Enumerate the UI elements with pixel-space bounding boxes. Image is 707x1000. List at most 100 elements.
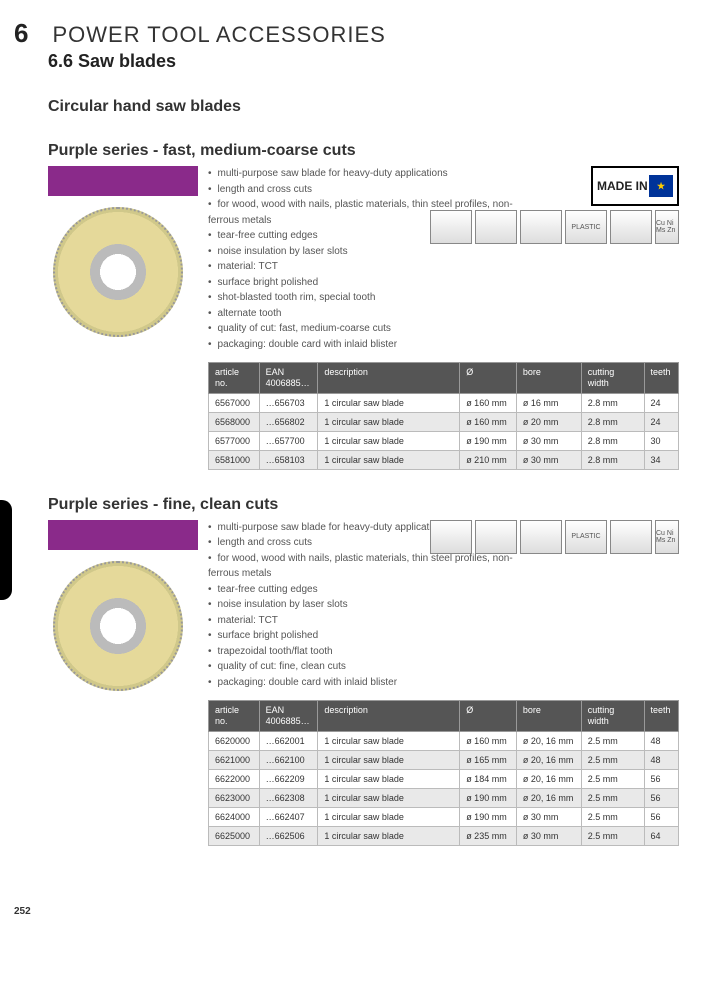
table-cell: 2.5 mm xyxy=(581,731,644,750)
table-cell: ø 20, 16 mm xyxy=(516,750,581,769)
material-icon xyxy=(610,210,652,244)
table-cell: 2.5 mm xyxy=(581,750,644,769)
table-cell: ø 30 mm xyxy=(516,826,581,845)
table-header-cell: Ø xyxy=(460,363,517,394)
table-row: 6625000…6625061 circular saw bladeø 235 … xyxy=(209,826,679,845)
material-icon: Cu Ni Ms Zn xyxy=(655,520,679,554)
material-icon: PLASTIC xyxy=(565,210,607,244)
feature-item: surface bright polished xyxy=(208,275,538,291)
chapter-title: POWER TOOL ACCESSORIES xyxy=(52,22,385,48)
table-cell: 1 circular saw blade xyxy=(318,807,460,826)
table-row: 6581000…6581031 circular saw bladeø 210 … xyxy=(209,450,679,469)
feature-item: quality of cut: fine, clean cuts xyxy=(208,659,538,675)
table-cell: 56 xyxy=(644,769,678,788)
table-cell: 1 circular saw blade xyxy=(318,393,460,412)
table-cell: 2.8 mm xyxy=(581,412,644,431)
table-cell: 2.5 mm xyxy=(581,807,644,826)
table-cell: 6624000 xyxy=(209,807,260,826)
table-header-cell: Ø xyxy=(460,701,517,732)
material-icon xyxy=(475,520,517,554)
table-cell: 2.5 mm xyxy=(581,788,644,807)
material-icon: PLASTIC xyxy=(565,520,607,554)
feature-item: trapezoidal tooth/flat tooth xyxy=(208,644,538,660)
side-tab xyxy=(0,500,12,600)
table-cell: ø 30 mm xyxy=(516,807,581,826)
table-cell: ø 16 mm xyxy=(516,393,581,412)
table-cell: 2.8 mm xyxy=(581,450,644,469)
saw-blade-image xyxy=(48,556,188,696)
table-header-cell: bore xyxy=(516,701,581,732)
table-cell: 1 circular saw blade xyxy=(318,450,460,469)
material-icon xyxy=(520,520,562,554)
table-cell: 6622000 xyxy=(209,769,260,788)
table-cell: 6567000 xyxy=(209,393,260,412)
table-row: 6624000…6624071 circular saw bladeø 190 … xyxy=(209,807,679,826)
table-cell: ø 20, 16 mm xyxy=(516,769,581,788)
table-cell: 2.5 mm xyxy=(581,826,644,845)
chapter-header: 6 POWER TOOL ACCESSORIES xyxy=(0,18,679,49)
table-cell: 2.8 mm xyxy=(581,393,644,412)
feature-item: quality of cut: fast, medium-coarse cuts xyxy=(208,321,538,337)
table-cell: 1 circular saw blade xyxy=(318,731,460,750)
table-cell: ø 20, 16 mm xyxy=(516,731,581,750)
table-cell: 34 xyxy=(644,450,678,469)
table-cell: 2.8 mm xyxy=(581,431,644,450)
table-cell: ø 160 mm xyxy=(460,393,517,412)
table-cell: …658103 xyxy=(259,450,318,469)
table-cell: 56 xyxy=(644,807,678,826)
material-icon xyxy=(430,520,472,554)
material-icons-row: PLASTIC Cu Ni Ms Zn xyxy=(430,520,679,554)
table-cell: …662100 xyxy=(259,750,318,769)
table-header-cell: teeth xyxy=(644,363,678,394)
table-cell: 6581000 xyxy=(209,450,260,469)
table-cell: 64 xyxy=(644,826,678,845)
table-cell: 24 xyxy=(644,393,678,412)
table-header-cell: cutting width xyxy=(581,701,644,732)
table-row: 6567000…6567031 circular saw bladeø 160 … xyxy=(209,393,679,412)
table-cell: 6568000 xyxy=(209,412,260,431)
table-cell: 48 xyxy=(644,750,678,769)
material-icon xyxy=(520,210,562,244)
material-icon xyxy=(430,210,472,244)
table-row: 6621000…6621001 circular saw bladeø 165 … xyxy=(209,750,679,769)
table-cell: ø 184 mm xyxy=(460,769,517,788)
table-cell: 1 circular saw blade xyxy=(318,788,460,807)
feature-item: for wood, wood with nails, plastic mater… xyxy=(208,551,538,582)
spec-table: article no.EAN 4006885…descriptionØborec… xyxy=(208,700,679,846)
table-header-cell: article no. xyxy=(209,701,260,732)
table-cell: …662209 xyxy=(259,769,318,788)
feature-item: alternate tooth xyxy=(208,306,538,322)
table-cell: …656703 xyxy=(259,393,318,412)
table-header-cell: cutting width xyxy=(581,363,644,394)
table-cell: 6623000 xyxy=(209,788,260,807)
feature-item: packaging: double card with inlaid blist… xyxy=(208,337,538,353)
section-heading: Circular hand saw blades xyxy=(0,98,679,116)
series-color-bar xyxy=(48,520,198,550)
table-cell: ø 20, 16 mm xyxy=(516,788,581,807)
table-cell: ø 165 mm xyxy=(460,750,517,769)
material-icon: Cu Ni Ms Zn xyxy=(655,210,679,244)
table-cell: ø 160 mm xyxy=(460,731,517,750)
table-cell: 30 xyxy=(644,431,678,450)
table-cell: ø 190 mm xyxy=(460,788,517,807)
table-cell: …656802 xyxy=(259,412,318,431)
series-color-bar xyxy=(48,166,198,196)
table-cell: 6621000 xyxy=(209,750,260,769)
table-cell: ø 190 mm xyxy=(460,807,517,826)
subchapter-title: 6.6 Saw blades xyxy=(0,51,679,72)
feature-item: packaging: double card with inlaid blist… xyxy=(208,675,538,691)
material-icon xyxy=(475,210,517,244)
table-cell: 1 circular saw blade xyxy=(318,750,460,769)
table-cell: ø 235 mm xyxy=(460,826,517,845)
product-series-title: Purple series - fine, clean cuts xyxy=(0,496,679,514)
page-number: 252 xyxy=(0,906,679,917)
table-header-cell: teeth xyxy=(644,701,678,732)
table-cell: 48 xyxy=(644,731,678,750)
table-cell: 6620000 xyxy=(209,731,260,750)
feature-item: noise insulation by laser slots xyxy=(208,244,538,260)
table-header-cell: description xyxy=(318,363,460,394)
product-series-title: Purple series - fast, medium-coarse cuts xyxy=(0,142,679,160)
saw-blade-image xyxy=(48,202,188,342)
table-cell: 1 circular saw blade xyxy=(318,769,460,788)
table-cell: …662407 xyxy=(259,807,318,826)
